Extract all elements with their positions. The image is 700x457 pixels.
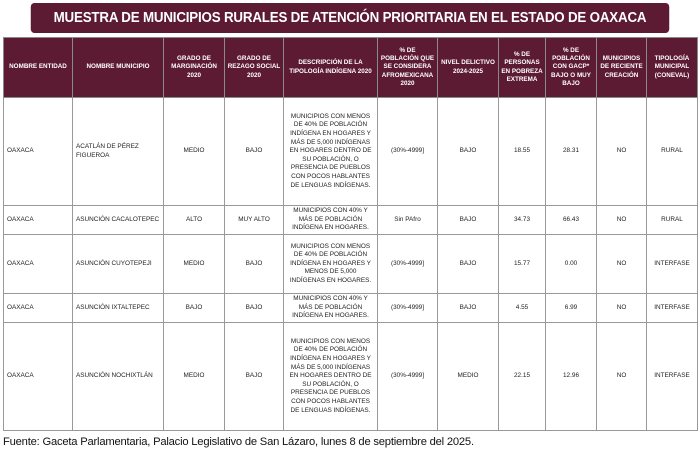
table-row: OAXACA ACATLÁN DE PÉREZ FIGUEROA MEDIO BAJO… [3,97,698,206]
table-cell: MEDIO [163,97,225,206]
table-cell: 66.43 [545,205,597,235]
table-cell: RURAL [646,97,698,206]
table-cell: BAJO [224,97,284,206]
table-cell: MUY ALTO [224,205,284,235]
table-row: OAXACA ASUNCIÓN CACALOTEPEC ALTO MUY ALTO MU… [3,205,698,235]
table-cell: MEDIO [163,322,225,431]
table-cell: BAJO [437,205,499,235]
table-cell: ACATLÁN DE PÉREZ FIGUEROA [72,97,164,206]
table-row: OAXACA ASUNCIÓN IXTALTEPEC BAJO BAJO MUNICIP… [3,293,698,323]
table-cell: 15.77 [498,234,546,294]
column-header: NOMBRE ENTIDAD [3,37,73,98]
table-cell: BAJO [224,234,284,294]
column-header: DESCRIPCIÓN DE LA TIPOLOGÍA INDÍGENA 202… [283,37,378,98]
table-cell: 4.55 [498,293,546,323]
table-cell: OAXACA [3,205,73,235]
table-cell: 6.99 [545,293,597,323]
table-cell: BAJO [163,293,225,323]
table-cell: ALTO [163,205,225,235]
table-cell: NO [596,205,647,235]
column-header: TIPOLOGÍA MUNICIPAL (CONEVAL) [646,37,698,98]
column-header: GRADO DE MARGINACIÓN 2020 [163,37,225,98]
table-row: OAXACA ASUNCIÓN CUYOTEPEJI MEDIO BAJO MUNICI… [3,234,698,294]
table-cell: OAXACA [3,322,73,431]
table-cell: BAJO [437,234,499,294]
column-header: NOMBRE MUNICIPIO [72,37,164,98]
table-cell: 0.00 [545,234,597,294]
table-cell: RURAL [646,205,698,235]
column-header: GRADO DE REZAGO SOCIAL 2020 [224,37,284,98]
table-cell: NO [596,97,647,206]
table-cell: MEDIO [437,322,499,431]
table-cell: MUNICIPIOS CON 40% Y MÁS DE POBLACIÓN IN… [283,293,378,323]
table-cell: MUNICIPIOS CON MENOS DE 40% DE POBLACIÓN… [283,234,378,294]
table-cell: OAXACA [3,293,73,323]
table-cell: BAJO [437,293,499,323]
table-cell: INTERFASE [646,322,698,431]
table-cell: ASUNCIÓN NOCHIXTLÁN [72,322,164,431]
table-cell: OAXACA [3,97,73,206]
table-cell: BAJO [224,322,284,431]
column-header: NIVEL DELICTIVO 2024-2025 [437,37,499,98]
table-cell: NO [596,293,647,323]
table-cell: OAXACA [3,234,73,294]
column-header: % DE POBLACIÓN QUE SE CONSIDERA AFROMEXI… [377,37,438,98]
table-cell: 34.73 [498,205,546,235]
table-cell: NO [596,234,647,294]
table-cell: (30%-4999] [377,234,438,294]
table-cell: NO [596,322,647,431]
table-row: OAXACA ASUNCIÓN NOCHIXTLÁN MEDIO BAJO MUNICI… [3,322,698,431]
table-cell: INTERFASE [646,293,698,323]
municipalities-table: NOMBRE ENTIDAD NOMBRE MUNICIPIO GRADO DE M… [3,37,698,431]
header-row: NOMBRE ENTIDAD NOMBRE MUNICIPIO GRADO DE M… [3,37,698,98]
table-cell: ASUNCIÓN CACALOTEPEC [72,205,164,235]
table-cell: MUNICIPIOS CON 40% Y MÁS DE POBLACIÓN IN… [283,205,378,235]
table-cell: 28.31 [545,97,597,206]
column-header: MUNICIPIOS DE RECIENTE CREACIÓN [596,37,647,98]
column-header: % DE POBLACIÓN CON GACP* BAJO O MUY BAJO [545,37,597,98]
table-cell: 22.15 [498,322,546,431]
table-cell: (30%-4999] [377,97,438,206]
table-cell: ASUNCIÓN IXTALTEPEC [72,293,164,323]
table-cell: MUNICIPIOS CON MENOS DE 40% DE POBLACIÓN… [283,322,378,431]
table-cell: 18.55 [498,97,546,206]
table-cell: BAJO [224,293,284,323]
table-cell: (30%-4999] [377,322,438,431]
table-cell: BAJO [437,97,499,206]
table-cell: (30%-4999] [377,293,438,323]
table-cell: Sin PAfro [377,205,438,235]
source-footer: Fuente: Gaceta Parlamentaria, Palacio Le… [3,436,474,448]
table-cell: MUNICIPIOS CON MENOS DE 40% DE POBLACIÓN… [283,97,378,206]
table-cell: ASUNCIÓN CUYOTEPEJI [72,234,164,294]
column-header: % DE PERSONAS EN POBREZA EXTREMA [498,37,546,98]
table-cell: INTERFASE [646,234,698,294]
table-cell: MEDIO [163,234,225,294]
table-title: MUESTRA DE MUNICIPIOS RURALES DE ATENCIÓ… [30,3,670,33]
table-cell: 12.96 [545,322,597,431]
